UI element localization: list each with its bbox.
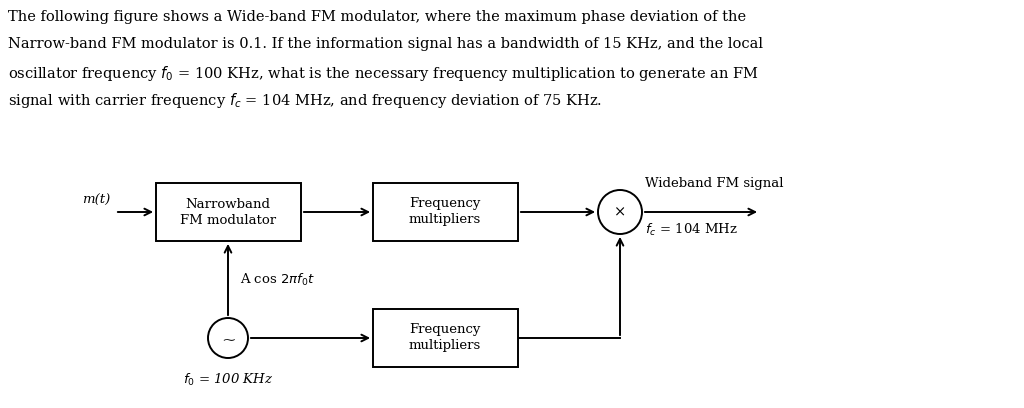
Text: The following figure shows a Wide-band FM modulator, where the maximum phase dev: The following figure shows a Wide-band F… xyxy=(8,10,746,24)
Text: Wideband FM signal: Wideband FM signal xyxy=(645,177,783,191)
Circle shape xyxy=(598,190,642,234)
Bar xyxy=(156,183,301,241)
Text: multipliers: multipliers xyxy=(409,339,481,353)
Text: Narrow-band FM modulator is 0.1. If the information signal has a bandwidth of 15: Narrow-band FM modulator is 0.1. If the … xyxy=(8,37,763,51)
Text: m(t): m(t) xyxy=(82,193,110,206)
Text: $f_0$ = 100 KHz: $f_0$ = 100 KHz xyxy=(182,372,273,388)
Circle shape xyxy=(208,318,248,358)
Bar xyxy=(373,309,518,367)
Text: Narrowband: Narrowband xyxy=(185,197,270,211)
Text: FM modulator: FM modulator xyxy=(180,213,276,226)
Text: ×: × xyxy=(613,205,626,219)
Text: A cos $2\pi f_0 t$: A cos $2\pi f_0 t$ xyxy=(240,271,315,288)
Text: Frequency: Frequency xyxy=(410,324,480,337)
Text: Frequency: Frequency xyxy=(410,197,480,211)
Text: multipliers: multipliers xyxy=(409,213,481,226)
Text: oscillator frequency $f_0$ = 100 KHz, what is the necessary frequency multiplica: oscillator frequency $f_0$ = 100 KHz, wh… xyxy=(8,64,759,83)
Bar xyxy=(373,183,518,241)
Text: $f_c$ = 104 MHz: $f_c$ = 104 MHz xyxy=(645,222,737,238)
Text: signal with carrier frequency $f_c$ = 104 MHz, and frequency deviation of 75 KHz: signal with carrier frequency $f_c$ = 10… xyxy=(8,91,602,110)
Text: ~: ~ xyxy=(221,331,236,348)
